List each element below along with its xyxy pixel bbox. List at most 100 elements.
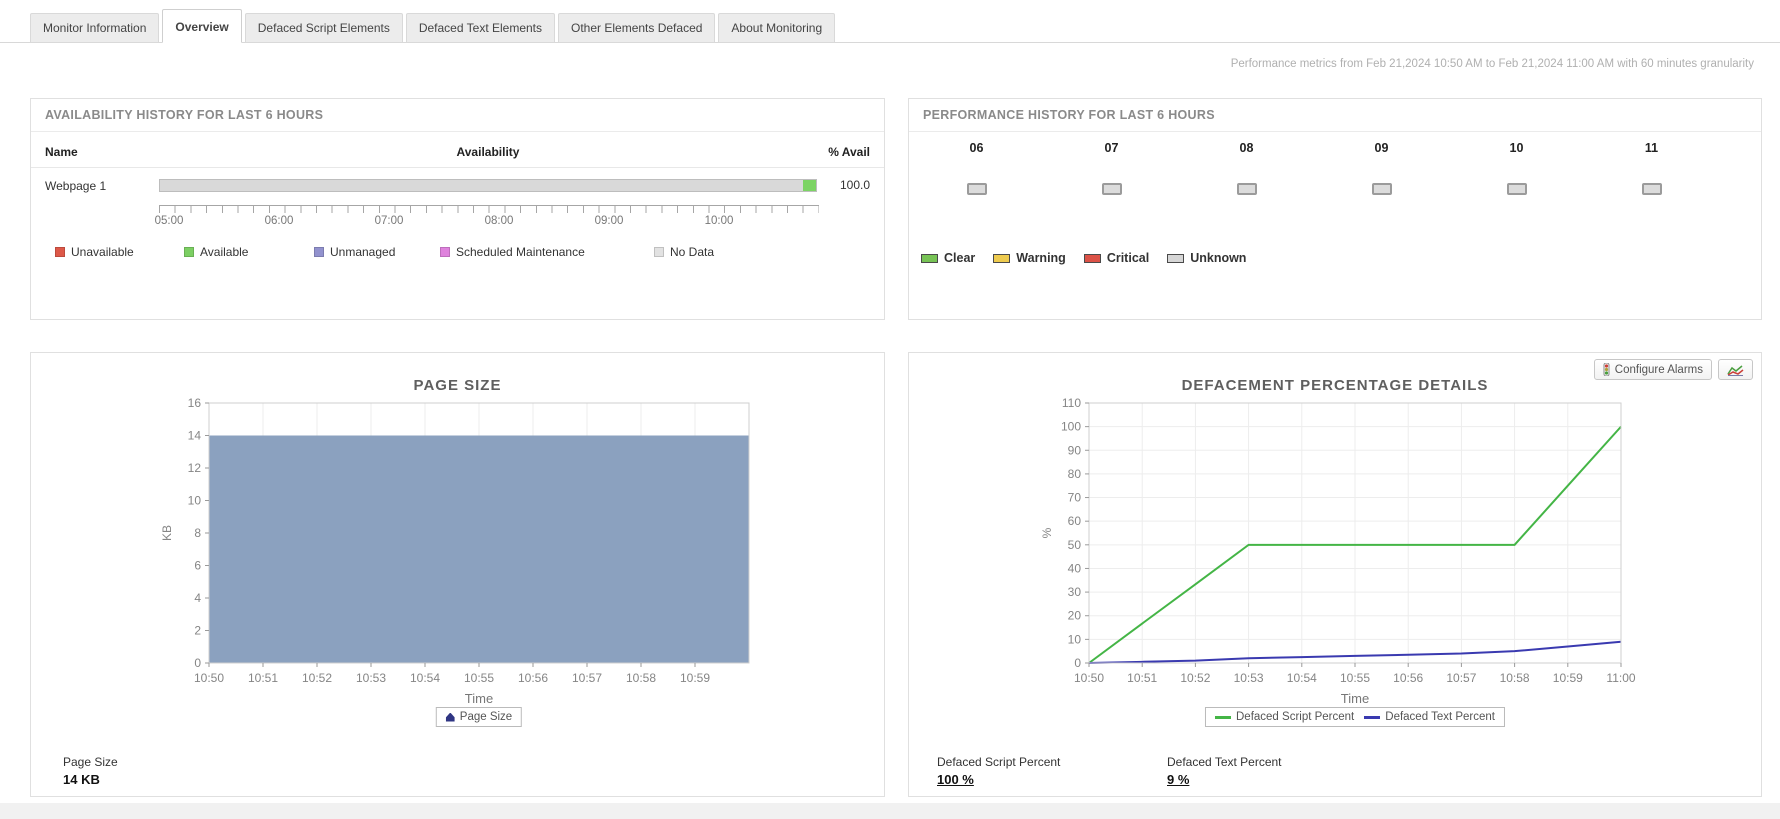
- column-header-name: Name: [45, 145, 78, 159]
- x-tick-label: 10:54: [1287, 671, 1317, 685]
- availability-time-ruler: [159, 205, 819, 213]
- x-tick-label: 10:50: [1074, 671, 1104, 685]
- time-tick-label: 06:00: [264, 215, 294, 227]
- page-size-chart-title: PAGE SIZE: [413, 377, 502, 394]
- legend-item-warning: Warning: [993, 251, 1066, 265]
- status-bar-icon[interactable]: [1641, 183, 1662, 195]
- x-tick-label: 10:56: [1393, 671, 1423, 685]
- x-tick-label: 10:58: [1500, 671, 1530, 685]
- hour-label: 06: [969, 141, 984, 155]
- hour-label: 07: [1104, 141, 1119, 155]
- legend-item-unavailable: Unavailable: [55, 245, 134, 259]
- y-tick-label: 110: [1062, 396, 1081, 410]
- configure-alarms-button[interactable]: Configure Alarms: [1593, 359, 1712, 380]
- performance-hour-column-09: 09: [1314, 141, 1449, 195]
- x-tick-label: 10:54: [410, 671, 440, 685]
- chart-view-button[interactable]: [1718, 359, 1753, 380]
- traffic-light-icon: [1603, 363, 1610, 376]
- y-tick-label: 100: [1061, 420, 1081, 434]
- status-bar-icon[interactable]: [1371, 183, 1392, 195]
- legend-item-scheduled-maintenance: Scheduled Maintenance: [440, 245, 585, 259]
- column-header-percent-avail: % Avail: [828, 145, 870, 159]
- legend-swatch: [184, 247, 194, 257]
- time-tick-label: 07:00: [374, 215, 404, 227]
- y-tick-label: 4: [194, 591, 201, 605]
- y-tick-label: 70: [1068, 491, 1082, 505]
- y-tick-label: 0: [1074, 656, 1081, 670]
- legend-swatch: [1167, 253, 1185, 263]
- y-tick-label: 6: [194, 559, 201, 573]
- y-tick-label: 10: [188, 494, 202, 508]
- y-tick-label: 40: [1068, 561, 1082, 575]
- page-size-summary-label: Page Size: [63, 755, 118, 769]
- y-tick-label: 90: [1068, 443, 1082, 457]
- status-bar-icon[interactable]: [1236, 183, 1257, 195]
- x-tick-label: 10:59: [680, 671, 710, 685]
- legend-item-unmanaged: Unmanaged: [314, 245, 395, 259]
- performance-history-panel: PERFORMANCE HISTORY FOR LAST 6 HOURS 06 0…: [908, 98, 1762, 320]
- legend-label: Clear: [944, 251, 976, 265]
- defaced-text-summary-value[interactable]: 9 %: [1167, 772, 1190, 787]
- time-tick-label: 09:00: [594, 215, 624, 227]
- tab-bar: Monitor Information Overview Defaced Scrip…: [0, 0, 1780, 43]
- tab-about-monitoring[interactable]: About Monitoring: [718, 13, 836, 43]
- legend-swatch: [993, 253, 1011, 263]
- legend-swatch: [921, 253, 938, 263]
- availability-legend: Unavailable Available Unmanaged Scheduled M…: [31, 245, 884, 261]
- performance-legend: Clear Warning Critical Unknown: [921, 251, 1246, 265]
- time-tick-label: 08:00: [484, 215, 514, 227]
- defaced-script-summary: Defaced Script Percent 100 %: [937, 755, 1060, 787]
- x-tick-label: 10:53: [1234, 671, 1264, 685]
- tab-overview[interactable]: Overview: [162, 9, 242, 43]
- monitor-name[interactable]: Webpage 1: [45, 179, 107, 193]
- y-tick-label: 2: [194, 624, 201, 638]
- page-size-panel: PAGE SIZE 0 2 4 6 8 10 12 14 16 10:50 10:51 10:52 10…: [30, 352, 885, 797]
- x-tick-label: 10:50: [194, 671, 224, 685]
- hour-label: 09: [1374, 141, 1389, 155]
- defaced-script-summary-label: Defaced Script Percent: [937, 755, 1061, 769]
- availability-table-header: Name Availability % Avail: [31, 143, 884, 168]
- page-size-chart-legend: Page Size: [435, 707, 523, 727]
- metrics-granularity-note: Performance metrics from Feb 21,2024 10:…: [1230, 58, 1754, 70]
- y-tick-label: 14: [188, 429, 202, 443]
- legend-label: Unknown: [1190, 251, 1247, 265]
- tab-defaced-text-elements[interactable]: Defaced Text Elements: [405, 13, 556, 43]
- y-tick-label: 60: [1068, 514, 1082, 528]
- availability-bar[interactable]: [159, 179, 817, 192]
- performance-hour-column-06: 06: [909, 141, 1044, 195]
- area-series-icon: [445, 712, 455, 722]
- legend-label: Page Size: [459, 711, 513, 723]
- x-axis-label: Time: [1341, 691, 1369, 706]
- hour-label: 10: [1509, 141, 1524, 155]
- page-size-summary: Page Size 14 KB: [63, 755, 118, 787]
- status-bar-icon[interactable]: [1101, 183, 1122, 195]
- tab-other-elements-defaced[interactable]: Other Elements Defaced: [558, 13, 716, 43]
- legend-swatch: [314, 247, 324, 257]
- y-tick-label: 0: [194, 656, 201, 670]
- line-series: [1088, 425, 1622, 664]
- x-tick-label: 10:58: [626, 671, 656, 685]
- status-bar-icon[interactable]: [966, 183, 987, 195]
- availability-time-labels: 05:00 06:00 07:00 08:00 09:00 10:00: [155, 215, 819, 229]
- defaced-script-summary-value[interactable]: 100 %: [937, 772, 974, 787]
- x-tick-label: 10:53: [356, 671, 386, 685]
- legend-label: Scheduled Maintenance: [456, 245, 585, 259]
- status-bar-icon[interactable]: [1506, 183, 1527, 195]
- line-series-icon: [1364, 715, 1381, 719]
- x-tick-label: 10:51: [248, 671, 278, 685]
- tab-monitor-information[interactable]: Monitor Information: [30, 13, 160, 43]
- performance-hour-column-10: 10: [1449, 141, 1584, 195]
- y-tick-label: 10: [1068, 632, 1082, 646]
- defaced-text-summary: Defaced Text Percent 9 %: [1167, 755, 1282, 787]
- tab-defaced-script-elements[interactable]: Defaced Script Elements: [244, 13, 403, 43]
- x-tick-label: 10:56: [518, 671, 548, 685]
- legend-item-available: Available: [184, 245, 248, 259]
- legend-entry-defaced-text: Defaced Text Percent: [1364, 711, 1495, 723]
- availability-panel-title: AVAILABILITY HISTORY FOR LAST 6 HOURS: [31, 99, 884, 132]
- defacement-chart-title: DEFACEMENT PERCENTAGE DETAILS: [1181, 377, 1489, 394]
- performance-panel-title: PERFORMANCE HISTORY FOR LAST 6 HOURS: [909, 99, 1761, 132]
- legend-entry-page-size: Page Size: [445, 711, 513, 723]
- x-tick-label: 10:52: [1180, 671, 1210, 685]
- legend-label: Critical: [1106, 251, 1150, 265]
- availability-bar-available-segment[interactable]: [803, 180, 816, 191]
